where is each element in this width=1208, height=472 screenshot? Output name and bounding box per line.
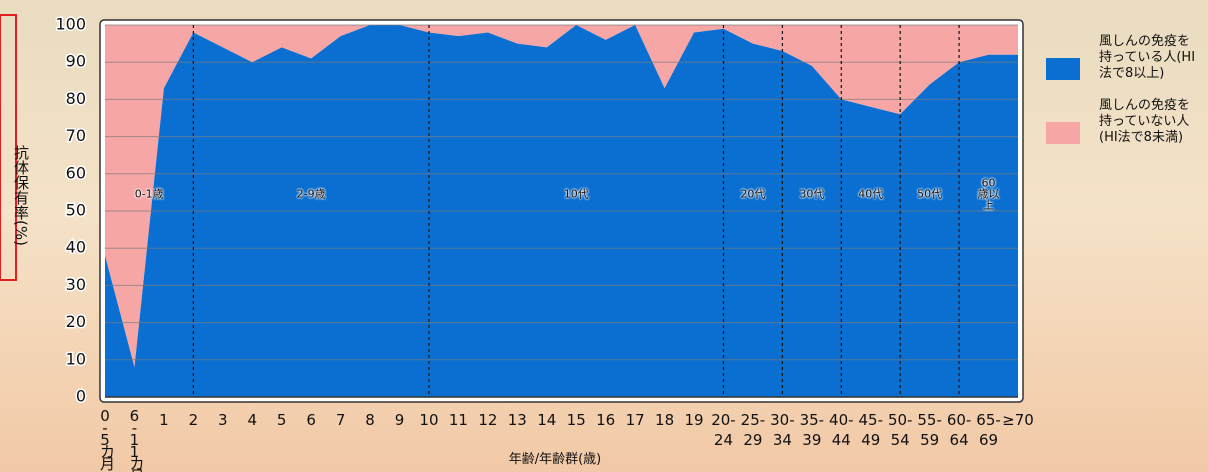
x-tick-label: 35-39 [799, 410, 825, 450]
x-axis-title: 年齢/年齢群(歳) [470, 453, 640, 467]
x-tick-label: 45-49 [858, 410, 884, 450]
y-tick-label: 0 [76, 387, 86, 406]
group-label: 2-9歳 [297, 189, 326, 200]
y-tick-label: 30 [66, 275, 86, 294]
x-tick-label: 6-11カ月 [129, 410, 139, 472]
x-tick-label: 19 [674, 410, 714, 430]
x-tick-label: 0-5カ月 [100, 410, 110, 470]
x-tick-label: 60-64 [946, 410, 972, 450]
x-tick-label: ≥70 [998, 410, 1038, 430]
group-label: 0-1歳 [135, 189, 164, 200]
legend-swatch [1046, 58, 1080, 80]
x-tick-label: 40-44 [828, 410, 854, 450]
x-tick-label: 25-29 [740, 410, 766, 450]
x-tick-label: 30-34 [769, 410, 795, 450]
y-tick-label: 70 [66, 126, 86, 145]
legend-label: 風しんの免疫を持っている人(HI法で8以上) [1099, 34, 1199, 82]
chart: 0 10 20 30 40 50 60 70 80 90 100 [0, 0, 1208, 472]
y-tick-label: 60 [66, 163, 86, 182]
legend-swatch [1046, 122, 1080, 144]
y-axis-title: 抗体保有率(%) [14, 145, 28, 246]
group-label: 60歳以上 [977, 178, 1001, 211]
y-tick-label: 20 [66, 312, 86, 331]
y-tick-label: 80 [66, 89, 86, 108]
group-label: 20代 [740, 189, 765, 200]
x-tick-label: 50-54 [887, 410, 913, 450]
x-tick-label: 20-24 [710, 410, 736, 450]
group-label: 30代 [799, 189, 824, 200]
y-tick-label: 40 [66, 238, 86, 257]
y-tick-label: 50 [66, 201, 86, 220]
group-label: 40代 [858, 189, 883, 200]
group-label: 10代 [564, 189, 589, 200]
y-tick-label: 90 [66, 52, 86, 71]
y-tick-label: 100 [55, 15, 86, 34]
screen: 0 10 20 30 40 50 60 70 80 90 100 抗体保有率(%) 年齢/年齢群(歳… [0, 0, 1208, 472]
group-label: 50代 [917, 189, 942, 200]
legend-label: 風しんの免疫を持っていない人(HI法で8未満) [1099, 98, 1199, 146]
x-tick-label: 55-59 [917, 410, 943, 450]
y-tick-label: 10 [66, 349, 86, 368]
